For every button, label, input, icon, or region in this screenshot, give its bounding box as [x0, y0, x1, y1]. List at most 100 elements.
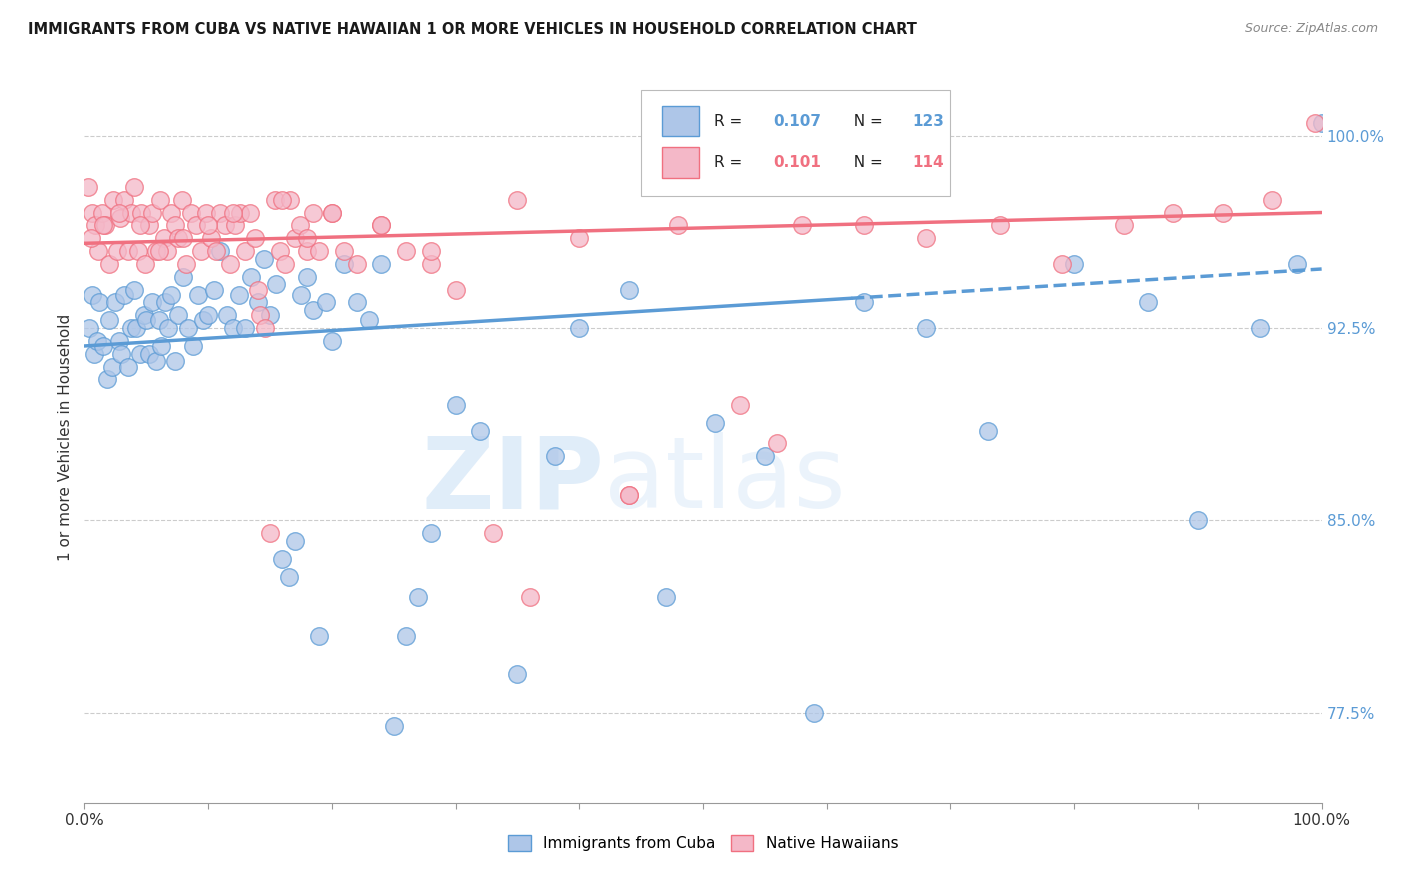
- Point: [138, 346, 160, 360]
- Point: [253, 252, 276, 266]
- Bar: [662, 106, 699, 136]
- Point: [357, 313, 380, 327]
- Point: [112, 193, 135, 207]
- Point: [110, 346, 132, 360]
- Point: [543, 450, 565, 464]
- Point: [1050, 257, 1073, 271]
- Point: [214, 219, 236, 233]
- Point: [370, 219, 392, 233]
- Point: [253, 321, 276, 335]
- Point: [506, 193, 529, 207]
- Point: [129, 219, 152, 233]
- Point: [1305, 116, 1327, 130]
- Point: [110, 211, 132, 225]
- Point: [172, 231, 194, 245]
- Point: [209, 205, 232, 219]
- Point: [117, 244, 139, 258]
- Point: [167, 231, 190, 245]
- Point: [419, 257, 441, 271]
- Point: [91, 339, 114, 353]
- Point: [152, 231, 174, 245]
- Point: [91, 219, 114, 233]
- Text: 123: 123: [912, 113, 943, 128]
- Point: [108, 334, 131, 348]
- Legend: Immigrants from Cuba, Native Hawaiians: Immigrants from Cuba, Native Hawaiians: [502, 830, 904, 857]
- Bar: [662, 147, 699, 178]
- Point: [239, 205, 262, 219]
- Text: N =: N =: [844, 113, 887, 128]
- Point: [224, 219, 246, 233]
- Point: [246, 283, 269, 297]
- Point: [184, 219, 207, 233]
- Point: [274, 257, 297, 271]
- Point: [1161, 205, 1184, 219]
- Point: [295, 231, 318, 245]
- Point: [112, 287, 135, 301]
- Point: [617, 488, 640, 502]
- Point: [163, 219, 186, 233]
- Point: [852, 219, 875, 233]
- Point: [105, 244, 128, 258]
- Text: 0.107: 0.107: [773, 113, 821, 128]
- Point: [181, 339, 204, 353]
- Y-axis label: 1 or more Vehicles in Household: 1 or more Vehicles in Household: [58, 313, 73, 561]
- Point: [308, 629, 330, 643]
- Point: [346, 295, 368, 310]
- Point: [278, 193, 301, 207]
- Point: [177, 321, 200, 335]
- Point: [197, 219, 219, 233]
- Point: [149, 193, 172, 207]
- Point: [89, 295, 111, 310]
- Point: [444, 398, 467, 412]
- FancyBboxPatch shape: [641, 90, 950, 195]
- Point: [271, 193, 294, 207]
- Text: ZIP: ZIP: [422, 433, 605, 530]
- Point: [148, 313, 170, 327]
- Text: atlas: atlas: [605, 433, 845, 530]
- Point: [94, 219, 117, 233]
- Point: [172, 269, 194, 284]
- Point: [277, 570, 299, 584]
- Point: [284, 231, 307, 245]
- Point: [754, 450, 776, 464]
- Point: [197, 308, 219, 322]
- Point: [419, 244, 441, 258]
- Point: [269, 244, 291, 258]
- Point: [246, 295, 269, 310]
- Point: [790, 219, 813, 233]
- Point: [101, 193, 124, 207]
- Point: [190, 244, 212, 258]
- Point: [470, 424, 492, 438]
- Point: [157, 321, 180, 335]
- Text: IMMIGRANTS FROM CUBA VS NATIVE HAWAIIAN 1 OR MORE VEHICLES IN HOUSEHOLD CORRELAT: IMMIGRANTS FROM CUBA VS NATIVE HAWAIIAN …: [28, 22, 917, 37]
- Point: [163, 354, 186, 368]
- Point: [233, 321, 256, 335]
- Point: [976, 424, 998, 438]
- Point: [290, 287, 312, 301]
- Point: [370, 257, 392, 271]
- Point: [132, 308, 155, 322]
- Point: [156, 244, 179, 258]
- Point: [395, 244, 418, 258]
- Point: [1285, 257, 1308, 271]
- Point: [194, 205, 217, 219]
- Point: [172, 193, 194, 207]
- Point: [174, 257, 197, 271]
- Point: [79, 321, 101, 335]
- Point: [83, 346, 105, 360]
- Point: [160, 205, 183, 219]
- Point: [120, 205, 142, 219]
- Point: [295, 244, 318, 258]
- Point: [1261, 193, 1284, 207]
- Point: [1310, 116, 1333, 130]
- Point: [98, 313, 121, 327]
- Point: [233, 244, 256, 258]
- Point: [321, 205, 343, 219]
- Point: [617, 283, 640, 297]
- Point: [87, 244, 110, 258]
- Point: [215, 308, 238, 322]
- Point: [302, 303, 325, 318]
- Point: [129, 205, 152, 219]
- Point: [382, 719, 405, 733]
- Point: [86, 334, 108, 348]
